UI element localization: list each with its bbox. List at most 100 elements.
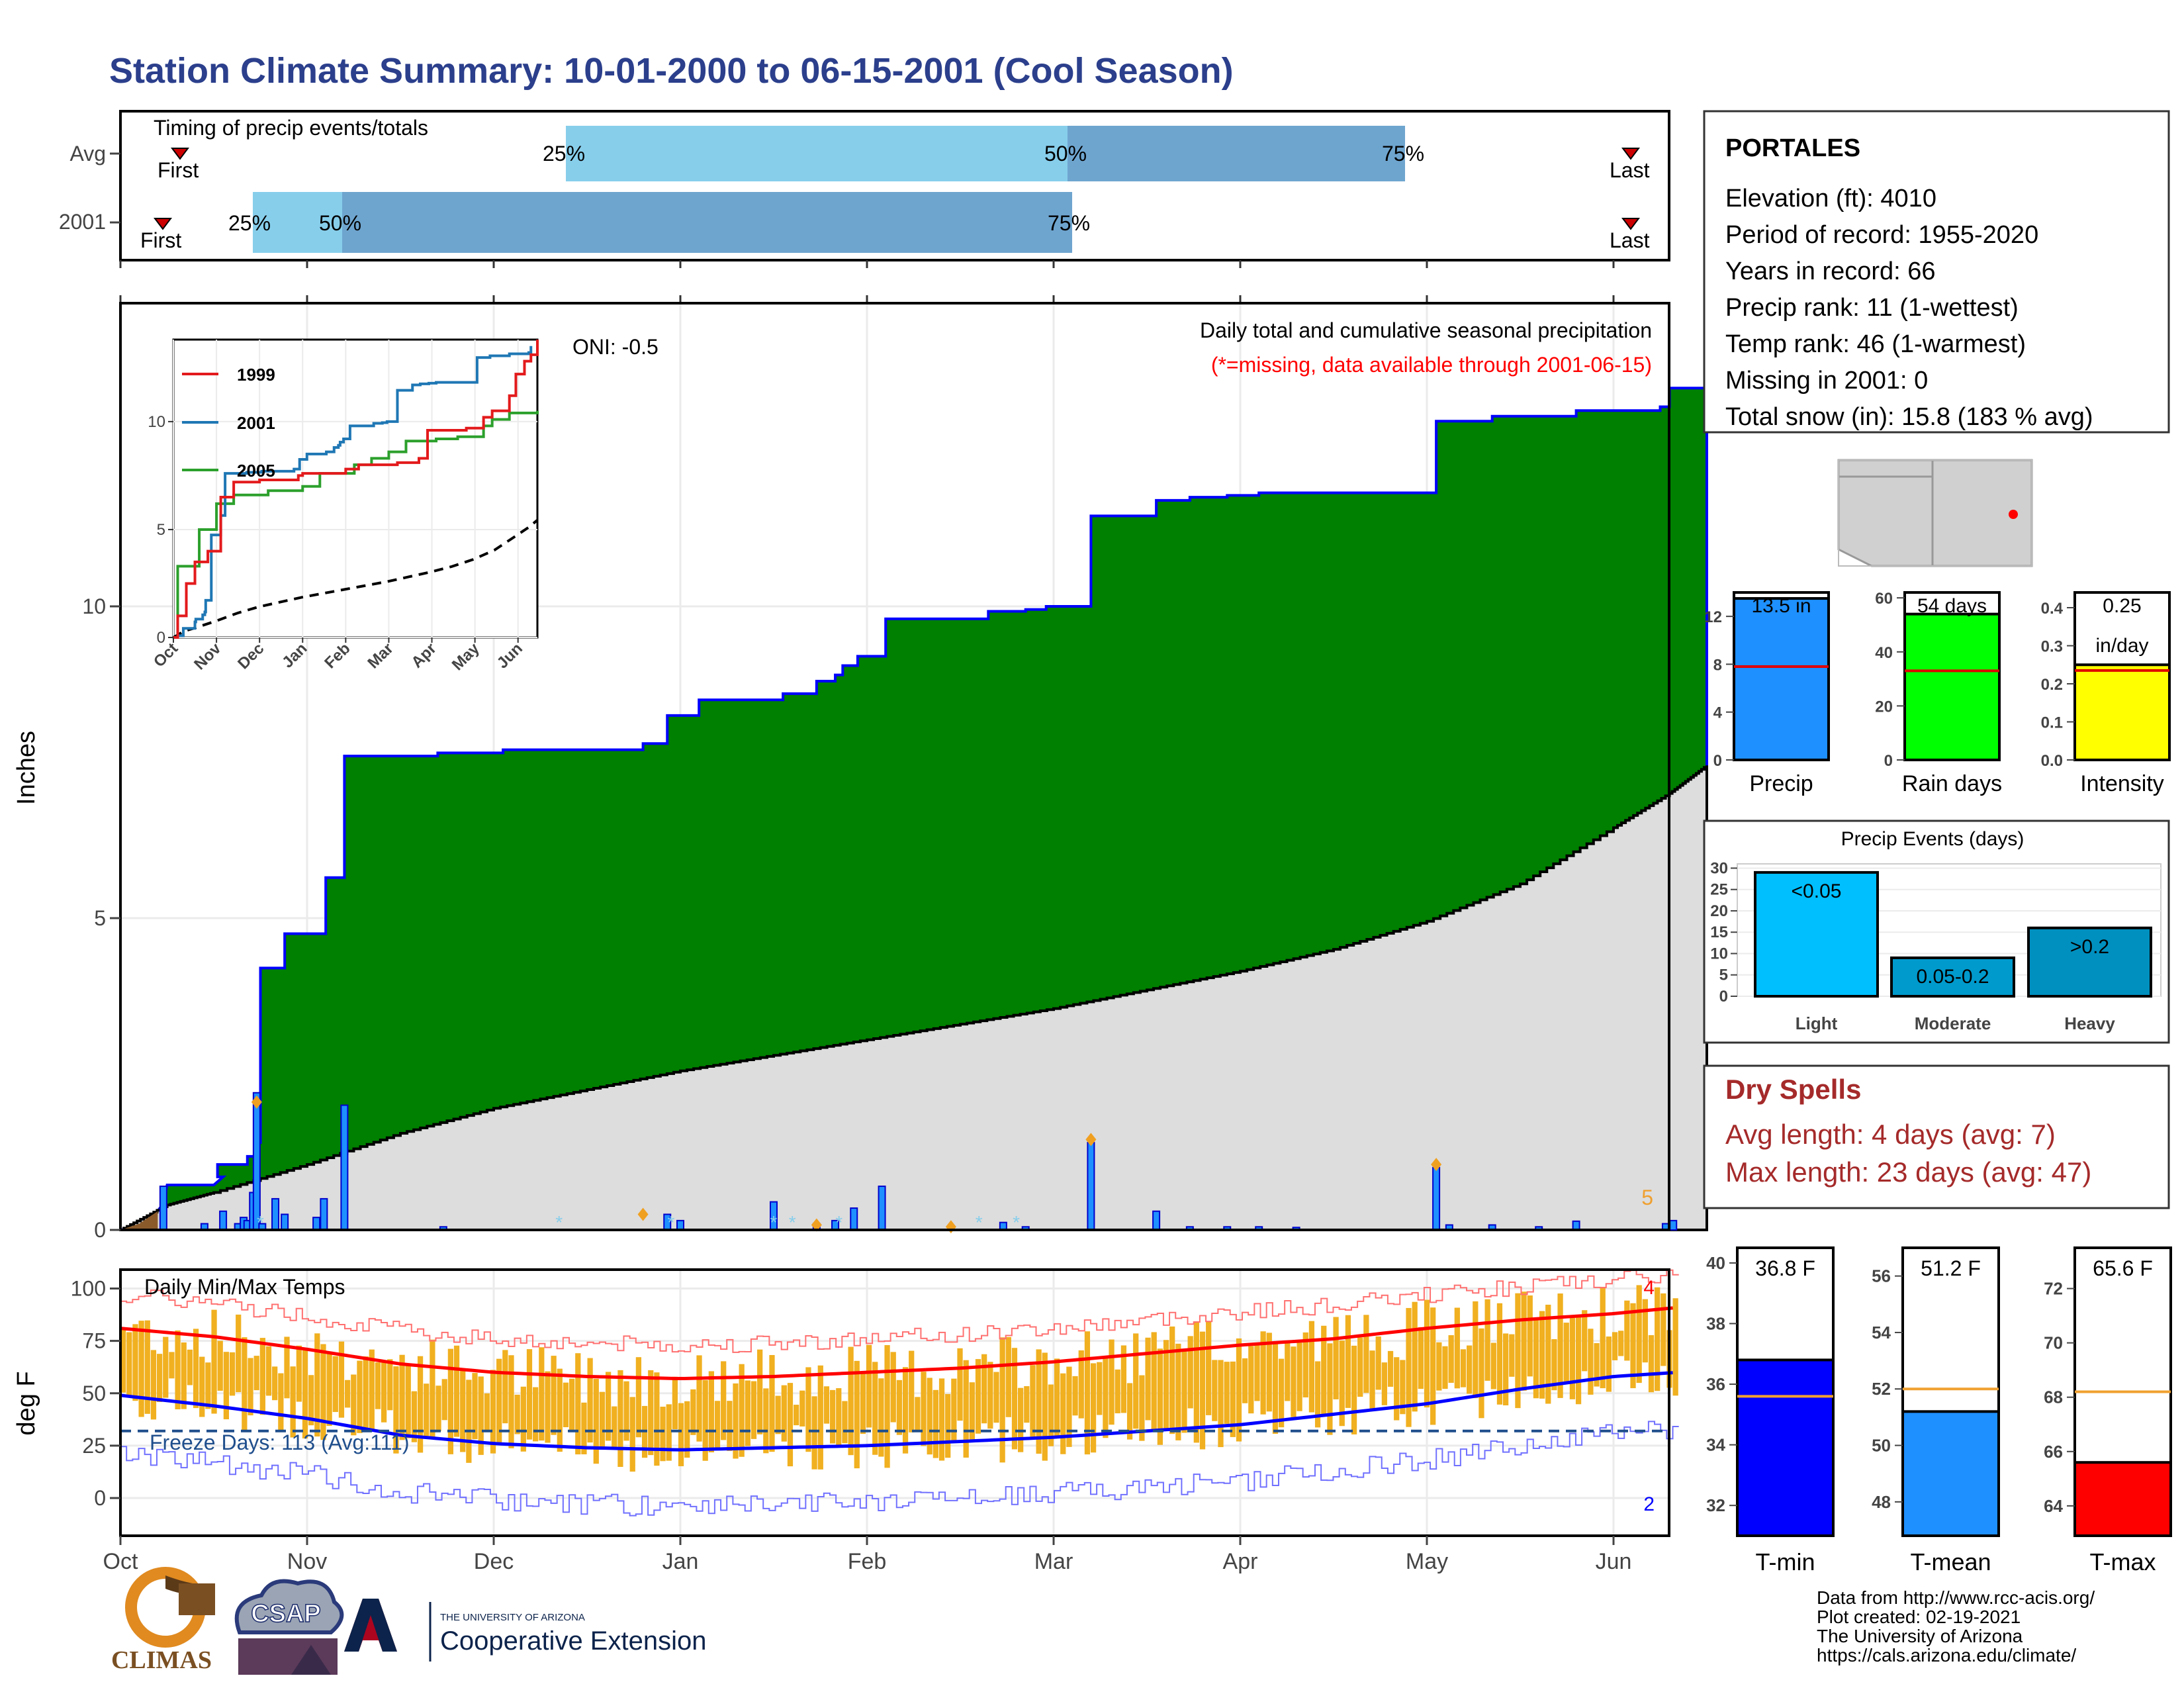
temp-corner-top: 4 bbox=[1643, 1277, 1655, 1299]
month-label: Feb bbox=[848, 1549, 887, 1574]
daily-temp-bar bbox=[1115, 1369, 1120, 1414]
daily-temp-bar bbox=[399, 1354, 405, 1440]
early-season-area bbox=[120, 1211, 158, 1230]
daily-precip-bar bbox=[1669, 1219, 1678, 1231]
precip-corner-count: 5 bbox=[1641, 1186, 1653, 1209]
daily-temp-bar bbox=[1109, 1339, 1115, 1425]
events-bar-label: Heavy bbox=[2064, 1013, 2115, 1033]
inset-ytick-label: 5 bbox=[157, 521, 165, 539]
daily-temp-bar bbox=[1496, 1303, 1503, 1405]
temp-summary-tick: 52 bbox=[1872, 1379, 1891, 1399]
daily-temp-bar bbox=[1090, 1363, 1097, 1453]
ua-small-text: THE UNIVERSITY OF ARIZONA bbox=[440, 1612, 585, 1623]
daily-temp-bar bbox=[1169, 1326, 1175, 1434]
daily-temp-bar bbox=[957, 1348, 963, 1421]
daily-temp-bar bbox=[975, 1359, 981, 1434]
dry-spells-title: Dry Spells bbox=[1725, 1074, 1861, 1105]
daily-temp-bar bbox=[1272, 1341, 1279, 1434]
avg-first-label: First bbox=[158, 158, 199, 182]
daily-temp-bar bbox=[635, 1357, 642, 1438]
avg-last-marker bbox=[1621, 148, 1640, 160]
daily-temp-bar bbox=[1351, 1345, 1357, 1434]
summary-bar-fill bbox=[2073, 663, 2171, 761]
temp-summary-tick: 64 bbox=[2044, 1496, 2063, 1516]
temp-summary-tick: 32 bbox=[1706, 1495, 1725, 1515]
precip-ytick-label: 0 bbox=[94, 1218, 106, 1242]
daily-temp-bar bbox=[1381, 1362, 1387, 1405]
daily-temp-bar bbox=[1454, 1307, 1460, 1389]
daily-temp-bar bbox=[424, 1383, 430, 1436]
daily-temp-bar bbox=[1345, 1315, 1351, 1408]
daily-temp-bar bbox=[472, 1373, 478, 1440]
daily-precip-bar bbox=[159, 1186, 167, 1231]
daily-temp-bar bbox=[1175, 1343, 1181, 1440]
daily-temp-bar bbox=[430, 1339, 435, 1438]
station-location-dot bbox=[2009, 510, 2018, 519]
daily-temp-bar bbox=[126, 1332, 132, 1396]
daily-temp-bar bbox=[1060, 1373, 1066, 1454]
temp-summary-label: T-mean bbox=[1910, 1548, 1991, 1575]
month-label: May bbox=[1406, 1549, 1448, 1574]
daily-temp-bar bbox=[1418, 1327, 1424, 1389]
daily-temp-bar bbox=[794, 1405, 799, 1426]
y2001-p50-label: 50% bbox=[319, 211, 361, 235]
daily-temp-bar bbox=[405, 1364, 411, 1438]
daily-temp-bar bbox=[1036, 1349, 1042, 1454]
daily-temp-bar bbox=[1406, 1307, 1412, 1427]
precip-panel: * * * * * * * * Inches 0 5 10 ONI: -0.5 Daily tot… bbox=[13, 302, 1708, 1242]
snow-marker bbox=[1431, 1158, 1442, 1172]
daily-temp-bar bbox=[1648, 1335, 1655, 1393]
daily-temp-bar bbox=[1642, 1299, 1648, 1363]
daily-temp-bar bbox=[593, 1378, 599, 1464]
temp-summary-label: T-max bbox=[2089, 1548, 2156, 1575]
daily-temp-bar bbox=[223, 1352, 230, 1420]
daily-temp-bar bbox=[739, 1364, 745, 1457]
daily-temp-bar bbox=[447, 1348, 454, 1454]
summary-bar-label: Precip bbox=[1749, 771, 1813, 796]
daily-temp-bar bbox=[1248, 1346, 1254, 1414]
daily-temp-bar bbox=[520, 1386, 526, 1452]
daily-temp-bar bbox=[605, 1372, 612, 1441]
month-label: Nov bbox=[287, 1549, 327, 1574]
daily-temp-bar bbox=[721, 1361, 727, 1440]
daily-temp-bar bbox=[587, 1358, 593, 1443]
daily-temp-bar bbox=[332, 1356, 338, 1413]
daily-temp-bar bbox=[1242, 1358, 1248, 1403]
events-bar-label: Moderate bbox=[1915, 1013, 1991, 1033]
temp-summary-fill bbox=[2073, 1461, 2172, 1537]
temp-summary-tick: 54 bbox=[1872, 1323, 1891, 1342]
avg-p50-label: 50% bbox=[1044, 142, 1087, 165]
temp-ytick-label: 50 bbox=[82, 1382, 106, 1405]
missing-marker: * bbox=[257, 1212, 264, 1233]
precip-events-chart: Precip Events (days) 0 5 10 15 20 25 30 <0.05 Li… bbox=[1703, 820, 2170, 1044]
daily-temp-bar bbox=[1430, 1307, 1436, 1425]
precip-caption: Daily total and cumulative seasonal prec… bbox=[1200, 318, 1652, 342]
temp-summary-t-min: 36.8 F 32 34 36 38 40 T-min bbox=[1706, 1246, 1835, 1575]
daily-temp-bar bbox=[1339, 1340, 1345, 1427]
daily-temp-bar bbox=[617, 1370, 623, 1467]
avg-bar-25-50 bbox=[566, 126, 1068, 181]
daily-temp-bar bbox=[533, 1387, 539, 1442]
events-tick-label: 30 bbox=[1710, 859, 1728, 877]
summary-tick-label: 0.2 bbox=[2041, 676, 2063, 694]
daily-temp-bar bbox=[654, 1372, 660, 1466]
daily-temp-bar bbox=[769, 1355, 775, 1452]
timing-label: Timing of precip events/totals bbox=[154, 116, 428, 140]
summary-bar-label: Rain days bbox=[1902, 771, 2002, 796]
daily-temp-bar bbox=[1103, 1356, 1109, 1438]
daily-temp-bar bbox=[417, 1356, 424, 1453]
daily-temp-bar bbox=[945, 1393, 951, 1458]
daily-temp-bar bbox=[259, 1338, 265, 1415]
oni-label: ONI: -0.5 bbox=[572, 335, 659, 359]
daily-temp-bar bbox=[272, 1366, 278, 1401]
y2001-bar-50-75 bbox=[342, 192, 1072, 253]
daily-temp-bar bbox=[1509, 1334, 1515, 1377]
avg-first-marker bbox=[171, 148, 189, 160]
daily-temp-bar bbox=[1539, 1311, 1545, 1399]
freeze-label: Freeze Days: 113 (Avg:111) bbox=[150, 1430, 409, 1454]
daily-temp-bar bbox=[545, 1371, 551, 1443]
daily-temp-bar bbox=[484, 1393, 490, 1432]
daily-temp-bar bbox=[1206, 1321, 1212, 1415]
month-label: Oct bbox=[103, 1549, 138, 1574]
month-label: Dec bbox=[474, 1549, 514, 1574]
